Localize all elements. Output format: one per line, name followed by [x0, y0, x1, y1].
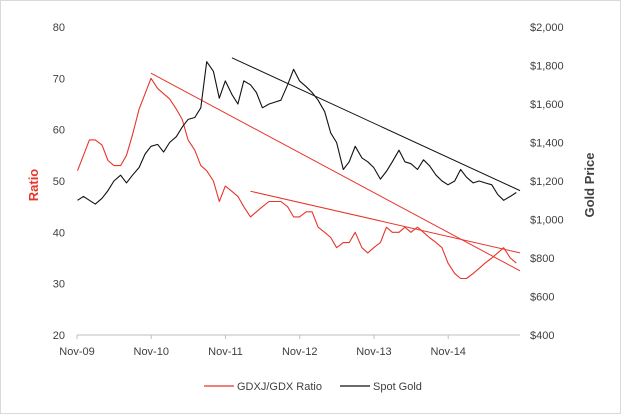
left-axis-label: Ratio — [26, 169, 41, 202]
right-tick-label: $1,000 — [530, 215, 564, 227]
right-tick-label: $600 — [530, 292, 554, 304]
right-tick-label: $2,000 — [530, 22, 564, 34]
series-line — [76, 77, 517, 280]
trendline — [150, 72, 521, 272]
x-tick-label: Nov-12 — [282, 346, 317, 358]
series-line — [77, 61, 517, 205]
right-axis-label: Gold Price — [582, 152, 597, 217]
x-tick-label: Nov-14 — [430, 346, 465, 358]
left-tick-label: 50 — [53, 176, 65, 188]
left-tick-label: 70 — [53, 73, 65, 85]
right-tick-label: $400 — [530, 330, 554, 342]
right-tick-label: $800 — [530, 253, 554, 265]
left-tick-label: 30 — [53, 279, 65, 291]
x-tick-label: Nov-10 — [134, 346, 169, 358]
x-tick-label: Nov-13 — [356, 346, 391, 358]
legend-label-gold: Spot Gold — [373, 381, 422, 393]
left-axis-ticks: 20 30 40 50 60 70 80 — [53, 22, 65, 342]
trendline — [231, 57, 521, 192]
series-lines — [76, 61, 517, 280]
right-tick-label: $1,600 — [530, 99, 564, 111]
left-tick-label: 20 — [53, 330, 65, 342]
left-tick-label: 60 — [53, 125, 65, 137]
right-tick-label: $1,800 — [530, 61, 564, 73]
right-tick-label: $1,200 — [530, 176, 564, 188]
right-axis-ticks: $400 $600 $800 $1,000 $1,200 $1,400 $1,600 $1,8… — [530, 22, 564, 342]
x-tick-label: Nov-09 — [59, 346, 94, 358]
x-tick-label: Nov-11 — [208, 346, 243, 358]
left-tick-label: 40 — [53, 227, 65, 239]
right-tick-label: $1,400 — [530, 138, 564, 150]
trendline — [250, 190, 521, 254]
legend: GDXJ/GDX Ratio Spot Gold — [204, 381, 422, 393]
x-axis-ticks: Nov-09 Nov-10 Nov-11 Nov-12 Nov-13 Nov-14 — [59, 335, 466, 358]
trendlines — [150, 57, 521, 272]
left-tick-label: 80 — [53, 22, 65, 34]
legend-label-ratio: GDXJ/GDX Ratio — [237, 381, 322, 393]
